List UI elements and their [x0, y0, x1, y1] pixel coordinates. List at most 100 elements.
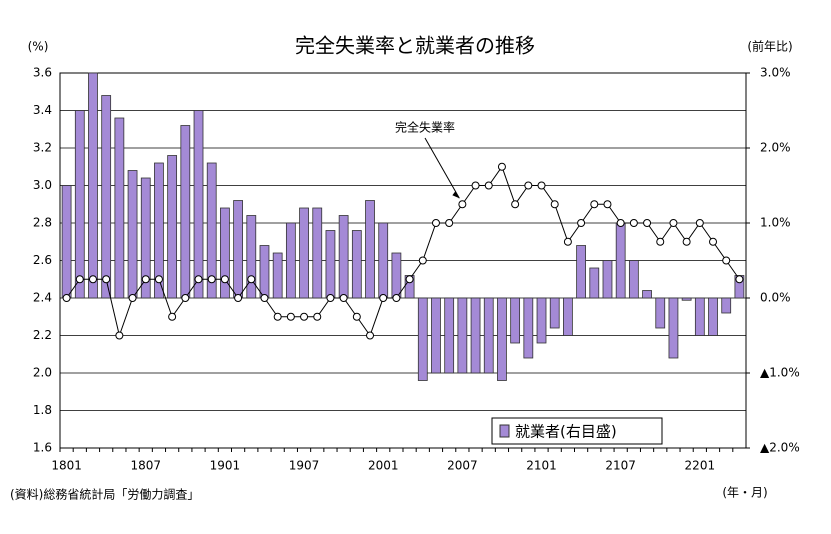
marker: [405, 275, 414, 284]
y2-unit: (前年比): [747, 39, 792, 54]
bar: [681, 297, 692, 301]
bar: [549, 297, 560, 329]
bar: [628, 260, 639, 299]
y-unit: (%): [28, 40, 49, 54]
y2-tick-label: 1.0%: [760, 216, 791, 230]
marker: [484, 181, 493, 190]
bar: [391, 252, 402, 299]
y-tick-label: 2.8: [33, 216, 52, 230]
y-tick-label: 1.8: [33, 403, 52, 417]
bar: [233, 200, 243, 299]
marker: [154, 275, 163, 284]
annotation: 完全失業率: [395, 120, 455, 135]
bar: [444, 297, 455, 374]
bar: [206, 162, 217, 299]
y-tick-label: 3.6: [33, 66, 52, 80]
marker: [722, 256, 731, 265]
legend-box: [491, 417, 663, 445]
marker: [326, 294, 335, 302]
marker: [75, 275, 84, 284]
bar: [167, 155, 178, 299]
bar: [74, 110, 85, 299]
marker: [260, 294, 269, 302]
bar: [338, 215, 349, 299]
bar: [615, 222, 626, 299]
bar: [351, 230, 362, 299]
bar: [259, 245, 270, 299]
bar: [708, 297, 718, 336]
marker: [234, 294, 243, 302]
bar: [497, 297, 507, 381]
bar: [365, 200, 375, 299]
bar: [694, 297, 705, 336]
marker: [709, 237, 718, 246]
y2-tick-label: 3.0%: [760, 66, 791, 80]
marker: [352, 312, 361, 321]
marker: [313, 312, 322, 321]
marker: [102, 275, 111, 284]
y-tick-label: 1.6: [33, 441, 52, 455]
line: [66, 165, 740, 338]
bar: [457, 297, 468, 374]
y-tick-label: 2.0: [33, 366, 52, 380]
y-tick-label: 2.2: [33, 328, 52, 342]
marker: [603, 200, 612, 209]
bar: [88, 72, 98, 299]
marker: [537, 181, 546, 190]
marker: [247, 275, 256, 284]
bar: [285, 222, 296, 299]
marker: [168, 312, 177, 321]
bar: [470, 297, 481, 374]
bar: [180, 125, 191, 299]
bar: [655, 297, 666, 329]
marker: [458, 200, 467, 209]
x-unit: (年・月): [722, 486, 767, 500]
marker: [339, 294, 348, 302]
marker: [497, 162, 506, 171]
y2-tick-label: ▲1.0%: [760, 366, 800, 380]
marker: [366, 331, 375, 340]
marker: [682, 237, 691, 246]
bar: [563, 297, 573, 336]
marker: [194, 275, 203, 284]
legend-label: 就業者(右目盛): [515, 423, 617, 441]
marker: [471, 181, 480, 190]
marker: [181, 294, 190, 302]
marker: [128, 294, 137, 302]
bar: [61, 185, 72, 299]
bar: [193, 110, 204, 299]
x-tick-label: 2001: [368, 459, 399, 473]
marker: [656, 237, 665, 246]
marker: [735, 275, 744, 284]
marker: [207, 275, 216, 284]
legend-swatch: [499, 424, 510, 438]
bar: [154, 162, 164, 299]
x-tick-label: 2101: [526, 459, 557, 473]
x-tick-label: 1807: [130, 459, 161, 473]
bar: [299, 207, 309, 299]
bar: [272, 252, 283, 299]
bar: [642, 290, 652, 299]
marker: [590, 200, 599, 209]
bar: [101, 95, 112, 299]
marker: [88, 275, 97, 284]
marker: [392, 294, 401, 302]
bar: [127, 170, 138, 299]
bar: [325, 230, 336, 299]
marker: [511, 200, 520, 209]
bar: [312, 207, 323, 299]
marker: [629, 219, 638, 227]
bar: [483, 297, 494, 374]
bar: [114, 117, 125, 299]
bar: [378, 222, 389, 299]
chart-title: 完全失業率と就業者の推移: [295, 34, 535, 58]
marker: [445, 219, 454, 227]
y2-tick-label: ▲2.0%: [760, 441, 800, 455]
marker: [62, 294, 71, 302]
marker: [379, 294, 388, 302]
y-tick-label: 2.6: [33, 253, 52, 267]
marker: [616, 219, 625, 227]
y-tick-label: 3.4: [33, 103, 52, 117]
y2-tick-label: 0.0%: [760, 291, 791, 305]
x-tick-label: 1901: [210, 459, 241, 473]
